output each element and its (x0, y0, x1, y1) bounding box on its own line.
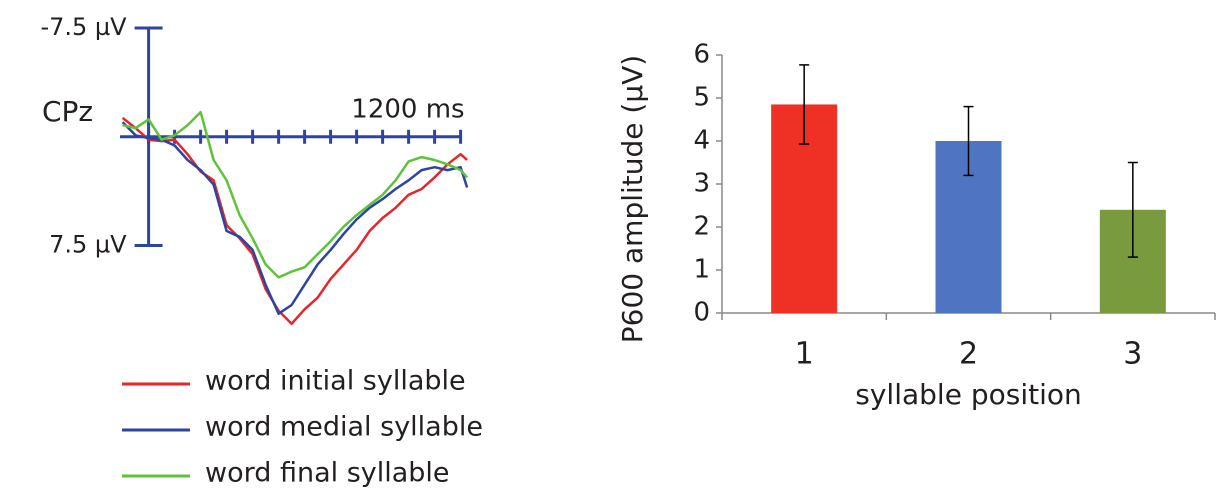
y-tick-label: 6 (693, 40, 710, 70)
y-axis-title: P600 amplitude (µV) (616, 55, 649, 343)
x-tick-label: 1 (795, 337, 814, 372)
y-tick-label: 7.5 µV (49, 231, 127, 259)
x-axis-label: 1200 ms (351, 94, 464, 124)
x-tick-label: 3 (1123, 337, 1142, 372)
y-tick-label: 2 (693, 212, 710, 242)
legend-label: word medial syllable (205, 412, 483, 443)
legend-label: word initial syllable (205, 366, 466, 397)
y-tick-label: 4 (693, 126, 710, 156)
series-line (121, 121, 469, 315)
x-tick-label: 2 (959, 337, 978, 372)
y-tick-label: 5 (693, 83, 710, 113)
x-axis-title: syllable position (855, 378, 1081, 411)
legend-label: word final syllable (205, 458, 450, 489)
channel-label: CPz (42, 95, 93, 128)
series-line (121, 116, 468, 326)
y-tick-label: 1 (693, 255, 710, 285)
y-tick-label: -7.5 µV (40, 13, 127, 41)
y-tick-label: 0 (693, 298, 710, 328)
series-line (122, 110, 469, 279)
y-tick-label: 3 (693, 169, 710, 199)
